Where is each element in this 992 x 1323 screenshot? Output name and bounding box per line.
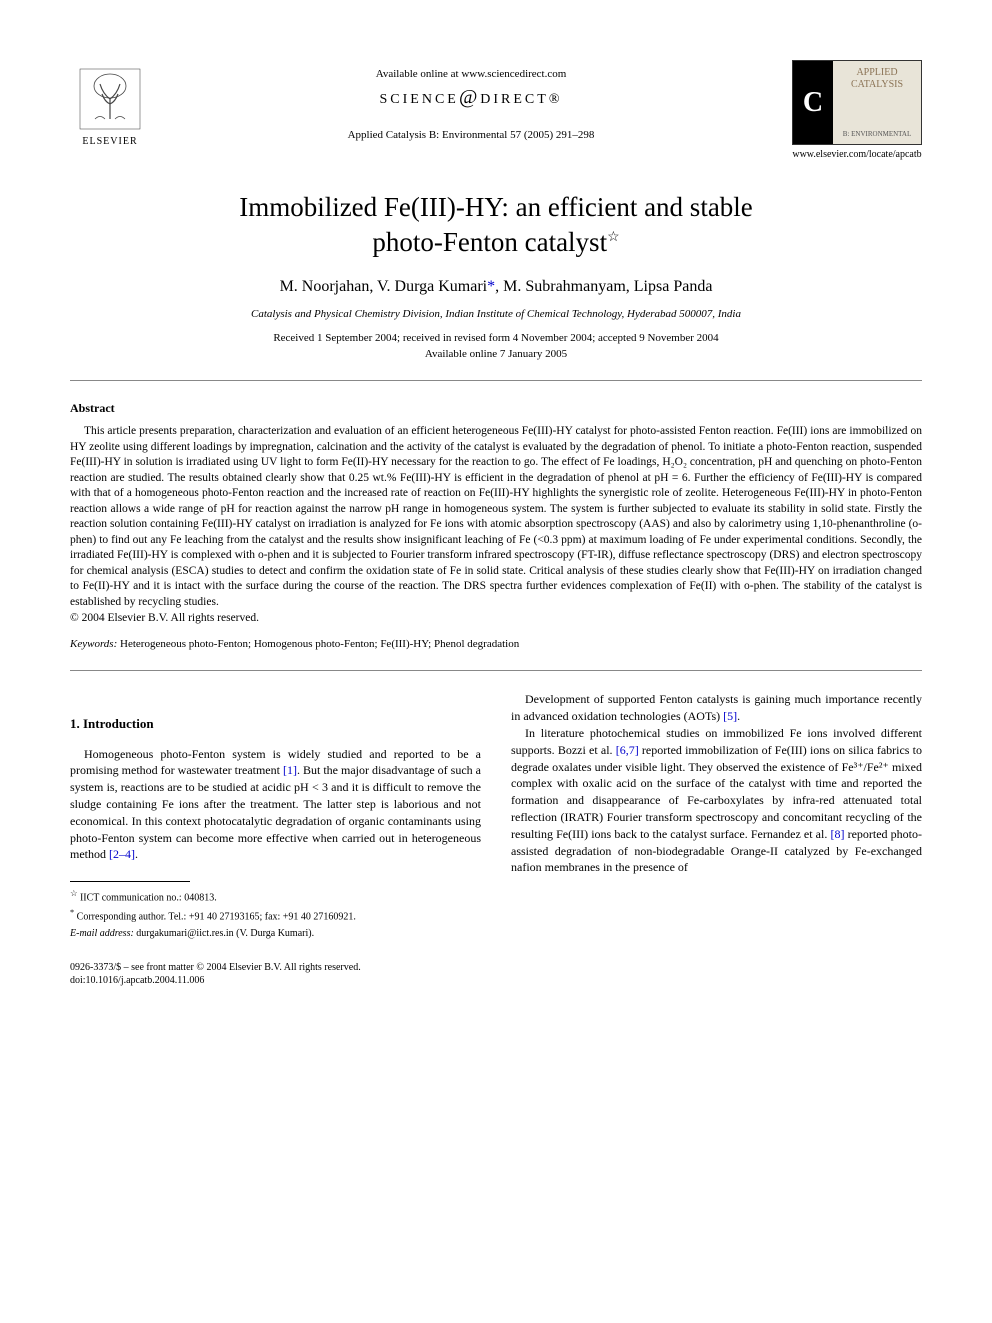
fn2-mark: * xyxy=(70,908,74,917)
authors-line: M. Noorjahan, V. Durga Kumari*, M. Subra… xyxy=(70,278,922,296)
p1-text-c: . xyxy=(135,847,138,861)
corresponding-mark: * xyxy=(487,278,495,295)
section-1-heading: 1. Introduction xyxy=(70,715,481,733)
email-label: E-mail address: xyxy=(70,928,134,939)
footnotes: ☆ IICT communication no.: 040813. * Corr… xyxy=(70,888,481,941)
email-name: (V. Durga Kumari). xyxy=(236,928,314,939)
author-1: M. Noorjahan xyxy=(280,278,370,295)
journal-url: www.elsevier.com/locate/apcatb xyxy=(792,149,922,160)
body-columns: 1. Introduction Homogeneous photo-Fenton… xyxy=(70,691,922,942)
publisher-logo: ELSEVIER xyxy=(70,60,150,150)
fn1-text: IICT communication no.: 040813. xyxy=(80,892,217,903)
c2p1-text-b: . xyxy=(737,709,740,723)
ref-2-4-link[interactable]: [2–4] xyxy=(109,847,135,861)
sciencedirect-right: DIRECT® xyxy=(480,92,562,107)
keywords-label: Keywords: xyxy=(70,638,117,650)
available-online-text: Available online at www.sciencedirect.co… xyxy=(150,68,792,80)
keywords-text: Heterogeneous photo-Fenton; Homogenous p… xyxy=(120,638,519,650)
bottom-matter: 0926-3373/$ – see front matter © 2004 El… xyxy=(70,961,922,987)
journal-logo-box: C APPLIED CATALYSIS B: ENVIRONMENTAL www… xyxy=(792,60,922,160)
col2-paragraph-1: Development of supported Fenton catalyst… xyxy=(511,691,922,725)
author-2: V. Durga Kumari xyxy=(377,278,487,295)
ref-5-link[interactable]: [5] xyxy=(723,709,737,723)
sciencedirect-left: SCIENCE xyxy=(380,92,459,107)
separator-bottom xyxy=(70,670,922,671)
journal-reference: Applied Catalysis B: Environmental 57 (2… xyxy=(150,129,792,141)
abstract-body: This article presents preparation, chara… xyxy=(70,424,922,610)
intro-paragraph-1: Homogeneous photo-Fenton system is widel… xyxy=(70,746,481,864)
ref-1-link[interactable]: [1] xyxy=(283,763,297,777)
center-header: Available online at www.sciencedirect.co… xyxy=(150,60,792,141)
journal-badge-letter: C xyxy=(793,61,833,144)
separator-top xyxy=(70,380,922,381)
column-left: 1. Introduction Homogeneous photo-Fenton… xyxy=(70,691,481,942)
c2p1-text-a: Development of supported Fenton catalyst… xyxy=(511,692,922,723)
copyright-line: © 2004 Elsevier B.V. All rights reserved… xyxy=(70,612,922,624)
footnote-1: ☆ IICT communication no.: 040813. xyxy=(70,888,481,905)
title-line1: Immobilized Fe(III)-HY: an efficient and… xyxy=(239,192,753,222)
dates-line2: Available online 7 January 2005 xyxy=(70,348,922,360)
title-note-mark: ☆ xyxy=(607,230,620,245)
email-address: durgakumari@iict.res.in xyxy=(136,928,233,939)
page-header: ELSEVIER Available online at www.science… xyxy=(70,60,922,160)
col2-paragraph-2: In literature photochemical studies on i… xyxy=(511,725,922,876)
keywords-line: Keywords: Heterogeneous photo-Fenton; Ho… xyxy=(70,638,922,650)
ref-6-7-link[interactable]: [6,7] xyxy=(616,743,639,757)
footnote-separator xyxy=(70,881,190,882)
journal-badge: C APPLIED CATALYSIS B: ENVIRONMENTAL xyxy=(792,60,922,145)
publisher-name: ELSEVIER xyxy=(82,136,137,147)
dates-line1: Received 1 September 2004; received in r… xyxy=(70,332,922,344)
front-matter-line: 0926-3373/$ – see front matter © 2004 El… xyxy=(70,961,922,974)
fn2-text: Corresponding author. Tel.: +91 40 27193… xyxy=(77,912,356,923)
footnote-email: E-mail address: durgakumari@iict.res.in … xyxy=(70,927,481,941)
elsevier-tree-icon xyxy=(75,64,145,134)
title-line2: photo-Fenton catalyst xyxy=(372,227,607,257)
fn1-mark: ☆ xyxy=(70,889,77,898)
affiliation: Catalysis and Physical Chemistry Divisio… xyxy=(70,308,922,320)
ref-8-link[interactable]: [8] xyxy=(830,827,844,841)
footnote-2: * Corresponding author. Tel.: +91 40 271… xyxy=(70,907,481,924)
article-title: Immobilized Fe(III)-HY: an efficient and… xyxy=(70,190,922,260)
column-right: Development of supported Fenton catalyst… xyxy=(511,691,922,942)
doi-line: doi:10.1016/j.apcatb.2004.11.006 xyxy=(70,974,922,987)
journal-badge-sub: B: ENVIRONMENTAL xyxy=(837,130,917,138)
journal-badge-title: APPLIED CATALYSIS xyxy=(837,67,917,91)
author-4: Lipsa Panda xyxy=(634,278,713,295)
sciencedirect-logo: SCIENCE@DIRECT® xyxy=(150,86,792,109)
author-3: M. Subrahmanyam xyxy=(503,278,626,295)
abstract-heading: Abstract xyxy=(70,401,922,416)
